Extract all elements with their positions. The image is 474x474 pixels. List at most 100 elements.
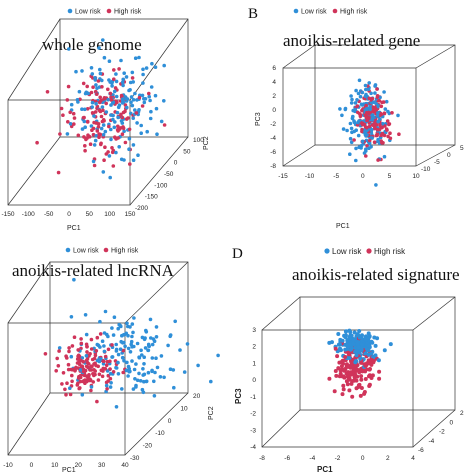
point-low-risk [108,175,112,180]
point-low-risk [137,55,141,60]
point-low-risk [122,358,126,363]
point-high-risk [375,95,380,99]
point-high-risk [84,364,89,369]
point-low-risk [130,334,134,339]
z-tick-label: 0 [272,107,276,114]
point-high-risk [111,370,116,374]
point-high-risk [377,369,382,374]
point-high-risk [91,380,95,384]
cube-box [7,261,189,456]
point-low-risk [347,356,352,361]
point-high-risk [137,95,142,100]
point-low-risk [114,347,119,352]
point-high-risk [85,84,89,89]
point-low-risk [110,355,115,359]
point-high-risk [76,348,80,352]
point-high-risk [60,382,64,386]
z-tick-label: -1 [250,394,256,401]
z-axis-ticks: -4 -3 -2 -1 0 1 2 3 [250,327,256,451]
scatter-points [35,38,167,180]
point-low-risk [148,98,152,103]
z-tick-label: 2 [272,93,276,100]
point-high-risk [67,346,71,350]
point-low-risk [382,348,387,353]
point-high-risk [97,372,102,377]
y-tick-label: 0 [450,419,454,426]
point-high-risk [378,123,382,128]
point-high-risk [92,163,97,168]
point-low-risk [101,38,105,42]
point-high-risk [89,347,94,351]
point-high-risk [98,332,103,336]
point-low-risk [131,330,135,335]
point-high-risk [359,360,364,365]
point-low-risk [131,387,136,391]
x-tick-label: 0 [361,455,365,462]
point-high-risk [96,364,100,369]
point-low-risk [343,347,348,352]
point-high-risk [95,335,100,340]
point-high-risk [364,154,368,158]
point-low-risk [147,94,151,99]
point-high-risk [91,85,95,89]
point-low-risk [135,378,140,383]
point-low-risk [360,139,365,144]
y-tick-label: -200 [135,205,148,212]
point-low-risk [116,360,120,365]
x-axis-ticks: -150 -100 -50 0 50 100 150 [1,211,135,218]
point-low-risk [130,359,134,363]
point-low-risk [114,72,118,76]
legend: Low risk High risk [65,248,139,255]
point-low-risk [354,158,358,163]
point-low-risk [358,94,363,99]
point-low-risk [99,126,104,131]
z-axis-label: PC3 [255,112,262,126]
x-tick-label: -10 [3,462,13,469]
panel-label: B [248,6,258,22]
point-high-risk [351,368,356,373]
point-low-risk [353,107,357,112]
legend-high-label: High risk [340,9,368,16]
point-high-risk [76,354,80,359]
point-low-risk [132,367,137,372]
point-low-risk [341,127,346,131]
point-low-risk [376,111,380,115]
point-low-risk [359,345,364,350]
point-high-risk [71,111,76,116]
point-low-risk [117,322,121,327]
x-tick-label: 0 [361,173,365,180]
point-low-risk [109,103,113,107]
point-low-risk [103,309,108,314]
point-low-risk [101,123,106,127]
point-high-risk [385,119,390,123]
point-low-risk [68,386,72,391]
x-tick-label: -8 [259,455,265,462]
point-low-risk [162,63,166,68]
point-high-risk [355,104,360,108]
point-low-risk [131,116,135,120]
point-low-risk [127,136,132,141]
point-high-risk [90,111,95,115]
point-low-risk [376,358,381,363]
legend-low-label: Low risk [301,9,327,16]
point-high-risk [119,93,124,98]
point-high-risk [117,127,122,131]
point-low-risk [123,344,127,349]
point-low-risk [141,367,145,371]
point-low-risk [114,94,119,99]
point-low-risk [196,363,200,368]
point-low-risk [109,381,113,385]
y-tick-label: -20 [143,443,153,450]
point-low-risk [356,91,361,96]
point-low-risk [348,330,353,334]
point-high-risk [93,110,98,114]
point-high-risk [120,132,125,136]
point-high-risk [65,356,69,360]
point-low-risk [118,347,123,352]
point-low-risk [154,325,159,329]
point-high-risk [85,357,90,361]
point-low-risk [352,119,356,123]
point-high-risk [358,113,363,117]
point-high-risk [375,87,379,91]
point-high-risk [63,387,67,392]
